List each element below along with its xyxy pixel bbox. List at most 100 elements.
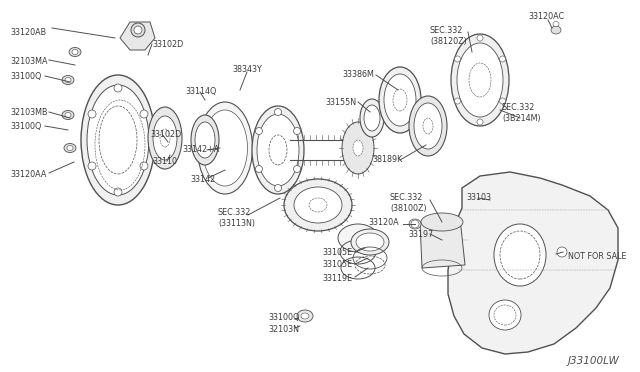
Text: 33105E: 33105E xyxy=(322,260,352,269)
Text: (38100Z): (38100Z) xyxy=(390,204,427,213)
Circle shape xyxy=(477,119,483,125)
Text: 33155N: 33155N xyxy=(325,98,356,107)
Ellipse shape xyxy=(252,106,304,194)
Ellipse shape xyxy=(309,198,327,212)
Text: NOT FOR SALE: NOT FOR SALE xyxy=(568,252,627,261)
Text: 33110: 33110 xyxy=(152,157,177,166)
Ellipse shape xyxy=(67,145,73,151)
Ellipse shape xyxy=(99,106,137,174)
Ellipse shape xyxy=(338,224,378,252)
Ellipse shape xyxy=(65,112,71,118)
Text: 33120AA: 33120AA xyxy=(10,170,46,179)
Text: (33113N): (33113N) xyxy=(218,219,255,228)
Text: SEC.332: SEC.332 xyxy=(430,26,463,35)
Ellipse shape xyxy=(131,23,145,37)
Circle shape xyxy=(294,128,301,135)
Text: 33103: 33103 xyxy=(466,193,491,202)
Circle shape xyxy=(255,128,262,135)
Polygon shape xyxy=(420,218,465,268)
Circle shape xyxy=(477,35,483,41)
Ellipse shape xyxy=(269,135,287,165)
Ellipse shape xyxy=(351,229,389,255)
Ellipse shape xyxy=(409,219,421,229)
Ellipse shape xyxy=(284,179,352,231)
Circle shape xyxy=(88,162,96,170)
Text: 33142: 33142 xyxy=(190,175,215,184)
Ellipse shape xyxy=(297,310,313,322)
Circle shape xyxy=(499,56,506,62)
Circle shape xyxy=(114,84,122,92)
Circle shape xyxy=(88,110,96,118)
Ellipse shape xyxy=(353,140,363,156)
Ellipse shape xyxy=(423,118,433,134)
Ellipse shape xyxy=(160,129,170,147)
Text: 33119E: 33119E xyxy=(322,274,352,283)
Ellipse shape xyxy=(409,96,447,156)
Ellipse shape xyxy=(421,213,463,231)
Ellipse shape xyxy=(469,63,491,97)
Ellipse shape xyxy=(153,116,177,160)
Text: 38189K: 38189K xyxy=(372,155,403,164)
Ellipse shape xyxy=(360,99,384,137)
Ellipse shape xyxy=(62,110,74,119)
Ellipse shape xyxy=(257,114,299,186)
Ellipse shape xyxy=(65,77,71,83)
Ellipse shape xyxy=(494,224,546,286)
Text: 38343Y: 38343Y xyxy=(232,65,262,74)
Text: SEC.332: SEC.332 xyxy=(218,208,252,217)
Ellipse shape xyxy=(551,26,561,34)
Text: (3B214M): (3B214M) xyxy=(502,114,541,123)
Text: 33386M: 33386M xyxy=(342,70,374,79)
Ellipse shape xyxy=(191,115,219,165)
Text: 33120A: 33120A xyxy=(368,218,399,227)
Ellipse shape xyxy=(393,89,407,111)
Text: 32103MA: 32103MA xyxy=(10,57,47,66)
Text: (38120Z): (38120Z) xyxy=(430,37,467,46)
Circle shape xyxy=(275,109,282,115)
Text: SEC.332: SEC.332 xyxy=(390,193,424,202)
Ellipse shape xyxy=(148,107,182,169)
Circle shape xyxy=(140,110,148,118)
Polygon shape xyxy=(448,172,618,354)
Text: 33197: 33197 xyxy=(408,230,433,239)
Text: 33100Q: 33100Q xyxy=(268,313,300,322)
Text: 33100Q: 33100Q xyxy=(10,72,42,81)
Ellipse shape xyxy=(294,187,342,223)
Ellipse shape xyxy=(134,26,142,34)
Ellipse shape xyxy=(350,140,366,160)
Ellipse shape xyxy=(553,22,559,26)
Ellipse shape xyxy=(414,103,442,149)
Text: 33142+A: 33142+A xyxy=(182,145,220,154)
Text: 32103N: 32103N xyxy=(268,325,299,334)
Ellipse shape xyxy=(87,85,149,195)
Text: 33105E: 33105E xyxy=(322,248,352,257)
Text: 32103MB: 32103MB xyxy=(10,108,47,117)
Text: 33120AB: 33120AB xyxy=(10,28,46,37)
Circle shape xyxy=(499,98,506,104)
Ellipse shape xyxy=(356,233,384,251)
Ellipse shape xyxy=(62,76,74,84)
Ellipse shape xyxy=(384,74,416,126)
Ellipse shape xyxy=(202,110,248,186)
Ellipse shape xyxy=(489,300,521,330)
Ellipse shape xyxy=(81,75,155,205)
Ellipse shape xyxy=(64,144,76,153)
Ellipse shape xyxy=(457,43,503,117)
Circle shape xyxy=(114,188,122,196)
Text: 33102D: 33102D xyxy=(152,40,183,49)
Ellipse shape xyxy=(198,102,253,194)
Text: 33114Q: 33114Q xyxy=(185,87,216,96)
Ellipse shape xyxy=(364,105,380,131)
Circle shape xyxy=(255,166,262,173)
Text: 33100Q: 33100Q xyxy=(10,122,42,131)
Ellipse shape xyxy=(195,122,215,158)
Text: 33120AC: 33120AC xyxy=(528,12,564,21)
Circle shape xyxy=(294,166,301,173)
Ellipse shape xyxy=(301,313,309,319)
Polygon shape xyxy=(120,22,155,50)
Text: J33100LW: J33100LW xyxy=(568,356,620,366)
Text: 33102D: 33102D xyxy=(150,130,181,139)
Circle shape xyxy=(454,98,461,104)
Circle shape xyxy=(140,162,148,170)
Ellipse shape xyxy=(379,67,421,133)
